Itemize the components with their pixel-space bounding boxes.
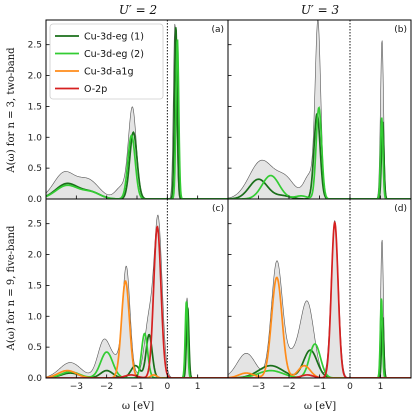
y-tick-label: 2.0 (28, 72, 43, 82)
x-tick-label: −1 (130, 382, 143, 392)
panel-1: (b) (227, 19, 412, 200)
x-tick-label: −1 (313, 382, 326, 392)
y-tick-label: 0.5 (28, 164, 42, 174)
legend-box (49, 23, 164, 100)
legend: Cu-3d-eg (1) Cu-3d-eg (2) Cu-3d-a1g O-2p (49, 23, 164, 100)
y-tick-label: 1.5 (28, 102, 42, 112)
panels: 0.0 0.5 1.0 1.5 2.0 2.5 (a) (b) −3 −2 −1 0 1 0.0 0.5 1.… (28, 19, 412, 392)
series-line-0 (46, 27, 228, 199)
x-tick-label: 1 (195, 382, 201, 392)
x-tick-label: 1 (378, 382, 384, 392)
y-tick-label: 1.0 (28, 133, 43, 143)
panel-3: −3 −2 −1 0 1 (d) (227, 198, 412, 392)
xlabel-right: ω [eV] (304, 401, 336, 412)
y-tick-label: 0.0 (28, 195, 43, 205)
series-line-1 (46, 39, 228, 199)
x-tick-label: −3 (252, 382, 265, 392)
column-title-right: U′ = 3 (301, 3, 340, 17)
column-title-left: U′ = 2 (119, 3, 157, 17)
y-tick-label: 0.0 (28, 374, 43, 384)
panel-label: (c) (212, 204, 224, 214)
series-line-3 (46, 225, 228, 378)
x-tick-label: 0 (164, 382, 170, 392)
xlabel-left: ω [eV] (122, 401, 154, 412)
x-tick-label: −3 (70, 382, 83, 392)
x-tick-label: 0 (347, 382, 353, 392)
panel-frame (45, 198, 229, 379)
panel-0: 0.0 0.5 1.0 1.5 2.0 2.5 (a) (28, 19, 229, 205)
y-tick-label: 2.5 (28, 41, 42, 51)
total-dos-fill (46, 214, 228, 378)
series-line-1 (228, 106, 411, 199)
series-line-1 (228, 298, 411, 378)
panel-2: −3 −2 −1 0 1 0.0 0.5 1.0 1.5 2.0 2.5 (c) (28, 198, 229, 392)
legend-entry: Cu-3d-eg (1) (84, 32, 144, 43)
legend-entry: O-2p (84, 84, 107, 95)
y-tick-label: 1.0 (28, 312, 43, 322)
panel-label: (d) (394, 204, 407, 214)
y-tick-label: 2.5 (28, 220, 42, 230)
series-line-0 (228, 317, 411, 378)
y-tick-label: 2.0 (28, 251, 43, 261)
panel-label: (b) (394, 25, 407, 35)
legend-entry: Cu-3d-eg (2) (84, 49, 144, 60)
panel-label: (a) (211, 25, 224, 35)
row-ylabel-bottom: A(ω) for n = 9, five-band (6, 225, 17, 351)
x-tick-label: −2 (282, 382, 295, 392)
legend-entry: Cu-3d-a1g (84, 67, 133, 78)
x-tick-label: −2 (100, 382, 113, 392)
series-line-0 (228, 112, 411, 199)
y-tick-label: 1.5 (28, 281, 42, 291)
y-tick-label: 0.5 (28, 343, 42, 353)
row-ylabel-top: A(ω) for n = 3, two-band (6, 47, 17, 174)
total-dos-fill (228, 220, 411, 378)
